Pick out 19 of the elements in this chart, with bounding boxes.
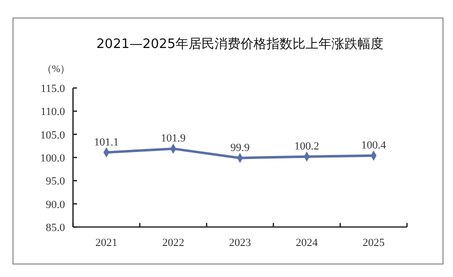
y-tick-label: 105.0 — [40, 129, 66, 142]
data-label: 101.1 — [94, 136, 119, 148]
x-tick-label: 2024 — [296, 237, 318, 249]
y-tick-label: 110.0 — [40, 106, 66, 118]
y-tick-label: 115.0 — [40, 83, 66, 95]
y-tick-label: 90.0 — [46, 198, 66, 211]
x-tick-label: 2022 — [162, 237, 184, 249]
x-tick-label: 2021 — [95, 237, 118, 249]
y-tick-label: 85.0 — [46, 222, 66, 234]
x-tick-label: 2023 — [229, 237, 252, 249]
data-label: 100.4 — [361, 140, 386, 152]
data-label: 100.2 — [294, 140, 320, 153]
y-tick-label: 95.0 — [46, 176, 66, 188]
data-label: 99.9 — [230, 142, 250, 154]
x-tick-label: 2025 — [362, 237, 386, 249]
y-tick-label: 100.0 — [40, 152, 66, 164]
data-label: 101.9 — [160, 132, 186, 145]
y-axis-title: （%） — [42, 64, 70, 75]
chart-title: 2021—2025年居民消费价格指数比上年涨跌幅度 — [96, 36, 384, 52]
